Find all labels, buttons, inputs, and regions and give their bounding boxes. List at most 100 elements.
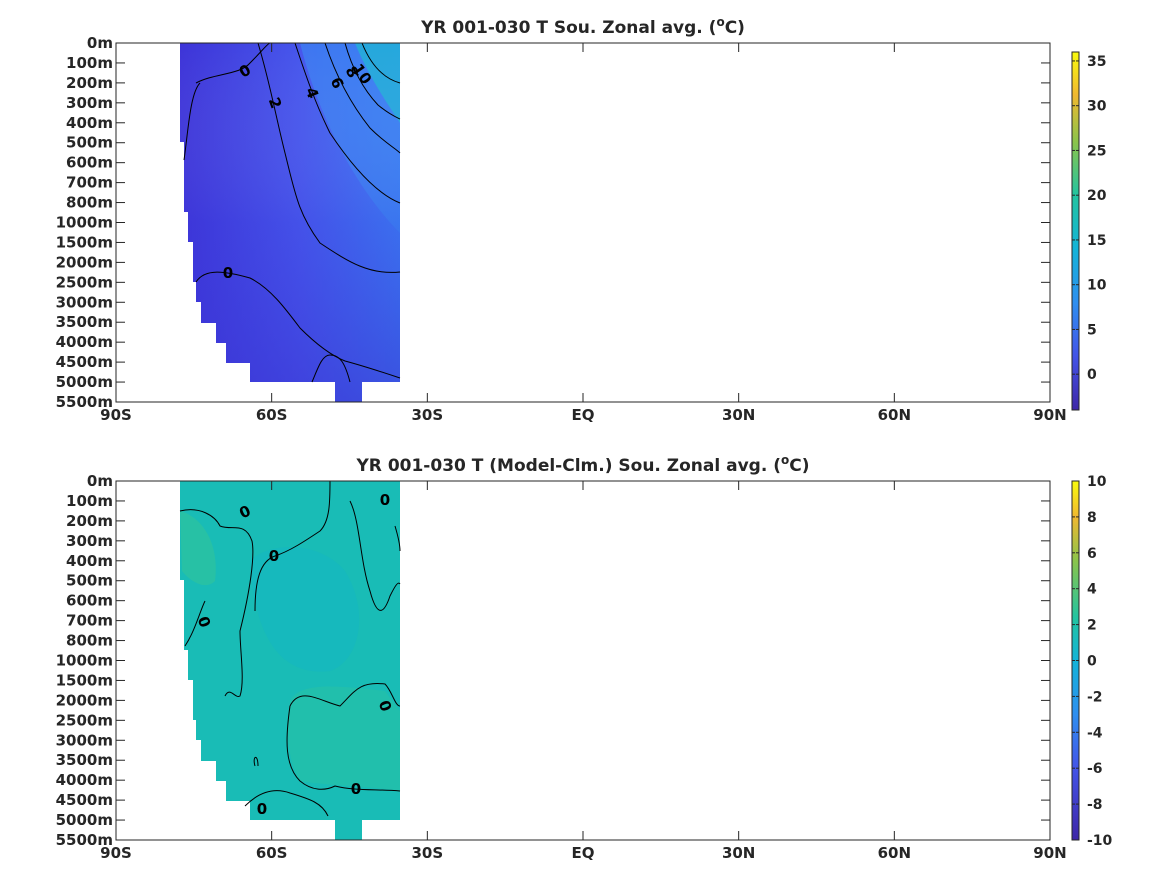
colorbar-frame [1071,51,1080,411]
deep-warm-anomaly [287,686,400,791]
y-tick-label-16: 4500m [56,353,113,371]
y-tick-label-0: 0m [87,34,113,52]
colorbar-tick-label-5: 0 [1087,654,1097,670]
contour-line-3 [294,42,401,204]
colorbar-tick-label-4: 15 [1087,233,1106,249]
x-tick-label-6: 90N [1033,844,1066,862]
y-tick-label-14: 3500m [56,751,113,769]
cool-anomaly [250,547,360,672]
y-tick-label-5: 500m [66,134,113,152]
x-tick-label-0: 90S [100,844,132,862]
chart-title: YR 001-030 T (Model-Clm.) Sou. Zonal avg… [356,453,810,476]
x-tick-label-5: 60N [878,406,911,424]
y-tick-label-2: 200m [66,74,113,92]
y-tick-label-10: 1500m [56,671,113,689]
colorbar-tick-label-8: -6 [1087,761,1103,777]
x-tick-label-1: 60S [256,406,288,424]
y-tick-label-9: 1000m [56,214,113,232]
y-tick-label-17: 5000m [56,811,113,829]
contour-line-6 [361,42,401,84]
y-tick-label-18: 5500m [56,393,113,411]
y-tick-label-13: 3000m [56,293,113,311]
y-tick-label-10: 1500m [56,233,113,251]
deep-shading [180,43,400,402]
y-tick-label-11: 2000m [56,691,113,709]
contour-label-6: 0 [257,800,267,818]
x-tick-label-6: 90N [1033,406,1066,424]
y-tick-label-3: 300m [66,94,113,112]
contour-line-2 [184,600,206,647]
contour-line-3 [349,500,401,611]
contour-line-0 [179,509,254,697]
contour-line-0 [195,42,271,84]
y-tick-label-3: 300m [66,532,113,550]
y-tick-label-13: 3000m [56,731,113,749]
contour-line-4 [324,42,401,154]
chart-title-unit: C) [789,456,809,476]
colorbar-tick-label-3: 20 [1087,188,1107,204]
colorbar-tick-label-1: 30 [1087,99,1107,115]
y-tick-label-7: 700m [66,174,113,192]
y-tick-label-16: 4500m [56,791,113,809]
y-tick-label-4: 400m [66,114,113,132]
contour-line-1 [183,82,201,161]
colorbar-fill [1072,481,1079,840]
panel-bottom: 00000000m100m200m300m400m500m600m700m800… [56,453,1113,862]
chart-title-unit: C) [725,18,745,38]
contour-line-5 [289,682,401,707]
chart-title-main: YR 001-030 T (Model-Clm.) Sou. Zonal avg… [356,456,782,476]
y-tick-label-4: 400m [66,552,113,570]
chart-title-main: YR 001-030 T Sou. Zonal avg. ( [420,18,716,38]
x-tick-label-2: 30S [411,844,443,862]
chart-title-superscript: o [781,453,789,467]
colorbar-tick-label-4: 2 [1087,618,1097,634]
y-tick-label-15: 4000m [56,771,113,789]
colorbar-fill [1072,52,1079,410]
y-tick-label-1: 100m [66,492,113,510]
y-tick-label-17: 5000m [56,373,113,391]
y-tick-label-12: 2500m [56,711,113,729]
panel-top: 024681000m100m200m300m400m500m600m700m80… [56,15,1107,424]
y-tick-label-18: 5500m [56,831,113,849]
y-tick-label-14: 3500m [56,313,113,331]
contour-line-2 [257,42,401,273]
y-tick-label-12: 2500m [56,273,113,291]
colorbar-tick-label-6: -2 [1087,689,1103,705]
colorbar-tick-label-7: -4 [1087,725,1103,741]
contour-line-5 [344,42,401,120]
contour-line-8 [311,354,351,383]
y-tick-label-6: 600m [66,592,113,610]
y-tick-label-11: 2000m [56,253,113,271]
contour-label-2: 0 [380,491,390,509]
colorbar-tick-label-3: 4 [1087,582,1097,598]
y-tick-label-0: 0m [87,472,113,490]
y-tick-label-15: 4000m [56,333,113,351]
colorbar-tick-label-10: -10 [1087,833,1113,849]
chart-title: YR 001-030 T Sou. Zonal avg. (oC) [420,15,745,38]
contour-line-1 [254,480,331,612]
x-tick-label-3: EQ [572,406,595,424]
x-tick-label-3: EQ [572,844,595,862]
colorbar-tick-label-2: 6 [1087,546,1097,562]
y-tick-label-9: 1000m [56,652,113,670]
colorbar-tick-label-5: 10 [1087,278,1107,294]
x-tick-label-4: 30N [722,844,755,862]
colorbar-tick-label-7: 0 [1087,367,1097,383]
y-tick-label-8: 800m [66,194,113,212]
x-tick-label-0: 90S [100,406,132,424]
x-tick-label-2: 30S [411,406,443,424]
contour-label-1: 0 [269,547,279,565]
contour-line-8 [244,790,329,817]
y-tick-label-6: 600m [66,154,113,172]
x-tick-label-4: 30N [722,406,755,424]
y-tick-label-5: 500m [66,572,113,590]
colorbar-tick-label-1: 8 [1087,510,1097,526]
y-tick-label-7: 700m [66,612,113,630]
colorbar-tick-label-2: 25 [1087,143,1106,159]
colorbar-tick-label-9: -8 [1087,797,1103,813]
contour-label-6: 0 [223,264,233,282]
colorbar-tick-label-0: 35 [1087,54,1106,70]
y-tick-label-2: 200m [66,512,113,530]
y-tick-label-8: 800m [66,632,113,650]
